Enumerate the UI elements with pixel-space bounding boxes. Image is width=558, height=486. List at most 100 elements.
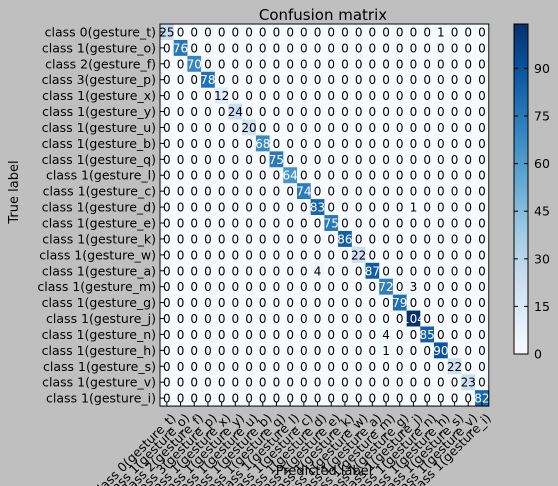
heatmap-cell	[242, 374, 257, 391]
heatmap-cell	[173, 39, 188, 57]
cell-value-label: 0	[327, 169, 335, 183]
y-tick-label: class 1(gesture_a)	[42, 263, 156, 278]
heatmap-cell	[297, 167, 311, 184]
heatmap-cell	[324, 342, 339, 359]
heatmap-cell	[324, 24, 339, 41]
heatmap-cell	[420, 310, 435, 327]
cell-value-label: 0	[369, 312, 377, 326]
cell-value-label: 0	[245, 360, 253, 374]
heatmap-cell	[201, 87, 216, 104]
cell-value-label: 0	[478, 25, 486, 39]
heatmap-cell	[214, 390, 229, 407]
y-tick-label: class 1(gesture_o)	[42, 40, 156, 55]
heatmap-cell	[351, 55, 366, 73]
heatmap-cell	[214, 374, 229, 391]
cell-value-label: 0	[382, 25, 390, 39]
heatmap-cell	[392, 326, 407, 343]
heatmap-cell	[365, 167, 380, 184]
heatmap-cell	[255, 87, 270, 104]
cell-value-label: 0	[232, 392, 240, 406]
cell-value-label: 0	[410, 73, 418, 87]
heatmap-cell	[187, 39, 202, 57]
heatmap-cell	[173, 24, 188, 41]
cell-value-label: 0	[382, 376, 390, 390]
cell-value-label: 0	[245, 73, 253, 87]
cell-value-label: 0	[327, 296, 335, 310]
cell-value-label: 83	[310, 201, 325, 215]
heatmap-cell	[187, 119, 202, 136]
cell-value-label: 0	[355, 153, 363, 167]
cell-value-label: 0	[464, 201, 472, 215]
heatmap-cell	[187, 151, 202, 168]
cell-value-label: 0	[300, 360, 308, 374]
heatmap-cell	[173, 230, 188, 248]
cell-value-label: 0	[410, 25, 418, 39]
heatmap-cell	[420, 278, 435, 295]
cell-value-label: 0	[355, 137, 363, 151]
plot-frame	[159, 23, 490, 407]
cell-value-label: 0	[177, 153, 185, 167]
cell-value-label: 0	[204, 121, 212, 135]
heatmap-cell	[173, 390, 188, 407]
colorbar-tick-label: 60	[534, 156, 550, 171]
cell-value-label: 0	[327, 185, 335, 199]
cell-value-label: 0	[163, 89, 171, 103]
cell-value-label: 78	[200, 73, 215, 87]
cell-value-label: 0	[204, 57, 212, 71]
heatmap-cell	[255, 71, 270, 88]
heatmap-cell	[461, 215, 476, 232]
cell-value-label: 0	[437, 169, 445, 183]
cell-value-label: 0	[396, 217, 404, 231]
cell-value-label: 12	[214, 89, 229, 103]
heatmap-cell	[160, 119, 174, 136]
heatmap-cell	[351, 230, 366, 248]
cell-value-label: 0	[314, 153, 322, 167]
colorbar-tick-label: 45	[534, 204, 550, 219]
cell-value-label: 0	[423, 41, 431, 55]
cell-value-label: 0	[369, 217, 377, 231]
cell-value-label: 0	[259, 89, 267, 103]
heatmap-cell	[242, 262, 257, 280]
heatmap-cell	[324, 87, 339, 104]
heatmap-cell	[187, 215, 202, 232]
heatmap-cell	[475, 374, 490, 391]
cell-value-label: 0	[451, 121, 459, 135]
cell-value-label: 0	[437, 185, 445, 199]
heatmap-cell	[173, 310, 188, 327]
cell-value-label: 0	[478, 73, 486, 87]
cell-value-label: 0	[259, 217, 267, 231]
cell-value-label: 0	[382, 185, 390, 199]
cell-value-label: 0	[355, 360, 363, 374]
cell-value-label: 0	[451, 217, 459, 231]
heatmap-cell	[324, 71, 339, 88]
cell-value-label: 0	[245, 376, 253, 390]
cell-value-label: 0	[232, 296, 240, 310]
heatmap-cell	[392, 39, 407, 57]
cell-value-label: 0	[355, 296, 363, 310]
heatmap-cell	[160, 55, 174, 73]
heatmap-cell	[365, 310, 380, 327]
cell-value-label: 0	[355, 312, 363, 326]
heatmap-cell	[461, 135, 476, 152]
cell-value-label: 23	[461, 376, 476, 390]
cell-value-label: 0	[177, 232, 185, 246]
heatmap-cell	[160, 167, 174, 184]
heatmap-cell	[447, 183, 462, 200]
heatmap-cell	[475, 262, 490, 280]
cell-value-label: 0	[382, 232, 390, 246]
heatmap-cell	[379, 278, 394, 295]
heatmap-cell	[214, 55, 229, 73]
cell-value-label: 0	[464, 360, 472, 374]
cell-value-label: 0	[478, 264, 486, 278]
cell-value-label: 0	[259, 105, 267, 119]
cell-value-label: 0	[423, 121, 431, 135]
cell-value-label: 0	[437, 280, 445, 294]
heatmap-cell	[365, 103, 380, 120]
cell-value-label: 0	[177, 328, 185, 342]
cell-value-label: 0	[218, 248, 226, 262]
heatmap-cell	[214, 39, 229, 57]
heatmap-cell	[379, 326, 394, 343]
heatmap-cell	[351, 167, 366, 184]
cell-value-label: 0	[341, 264, 349, 278]
heatmap-cell	[297, 103, 311, 120]
